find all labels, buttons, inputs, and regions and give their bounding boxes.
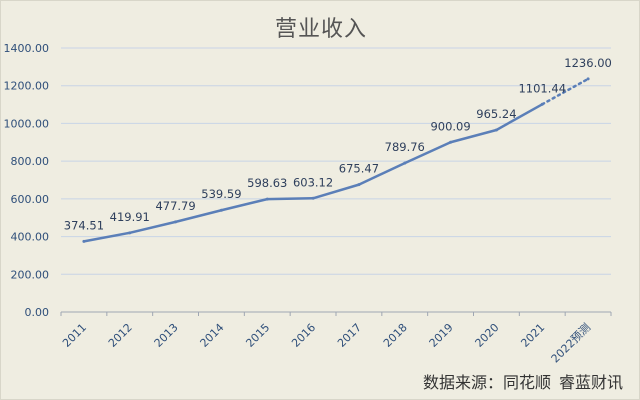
source-prefix: 数据来源：同花顺 [422,373,551,392]
revenue-forecast-line [541,77,590,106]
data-label: 419.91 [110,210,150,224]
data-point [403,161,407,165]
series-layer [82,77,590,243]
x-tick-label: 2020 [473,321,502,350]
y-tick-layer: 0.00 200.00 400.00 600.00 800.00 1000.00 1200.… [4,42,50,319]
x-tick-label: 2011 [60,321,89,350]
data-label: 477.79 [155,199,195,213]
x-tick-label: 2017 [335,321,364,350]
data-label: 374.51 [64,218,104,232]
x-tick-layer: 2011 2012 2013 2014 2015 2016 2017 2018 2019 2020… [60,321,593,366]
x-tick-label: 2018 [381,321,410,350]
data-label: 1101.44 [518,81,566,95]
grid-layer [61,47,611,275]
data-point [540,102,544,106]
data-point [311,196,315,200]
data-label: 598.63 [247,176,287,190]
data-point [174,220,178,224]
source-note: 数据来源：同花顺 睿蓝财讯 [423,369,623,393]
x-tick-label: 2019 [427,321,456,350]
revenue-series-line [82,103,544,243]
x-tick-label: 2013 [152,321,181,350]
x-tick-label: 2014 [198,321,227,350]
y-tick-label: 200.00 [11,268,50,281]
data-point [494,128,498,132]
y-tick-label: 0.00 [25,306,50,319]
y-tick-label: 800.00 [11,155,50,168]
data-label: 900.09 [430,119,470,133]
data-label: 789.76 [385,140,425,154]
data-label: 603.12 [293,175,333,189]
data-label: 1236.00 [564,56,612,70]
data-point [219,208,223,212]
axis-layer [60,311,612,316]
data-point [357,183,361,187]
y-tick-label: 1000.00 [4,117,50,130]
x-tick-label: 2022预测 [549,321,594,366]
data-point [586,77,590,81]
x-tick-label: 2021 [518,321,547,350]
data-point [128,231,132,235]
data-point [449,140,453,144]
x-tick-label: 2015 [243,321,272,350]
x-tick-label: 2012 [106,321,135,350]
data-label: 675.47 [339,162,379,176]
y-tick-label: 400.00 [11,231,50,244]
data-label: 965.24 [476,107,516,121]
y-tick-label: 1400.00 [4,42,50,55]
data-point [265,197,269,201]
x-tick-label: 2016 [289,321,318,350]
data-label: 539.59 [201,187,241,201]
y-tick-label: 600.00 [11,193,50,206]
label-layer: 374.51 419.91 477.79 539.59 598.63 603.12 675.… [64,56,612,232]
chart-title: 营业收入 [274,17,367,42]
source-suffix: 睿蓝财讯 [558,373,623,392]
y-tick-label: 1200.00 [4,80,50,93]
data-point [82,239,86,243]
